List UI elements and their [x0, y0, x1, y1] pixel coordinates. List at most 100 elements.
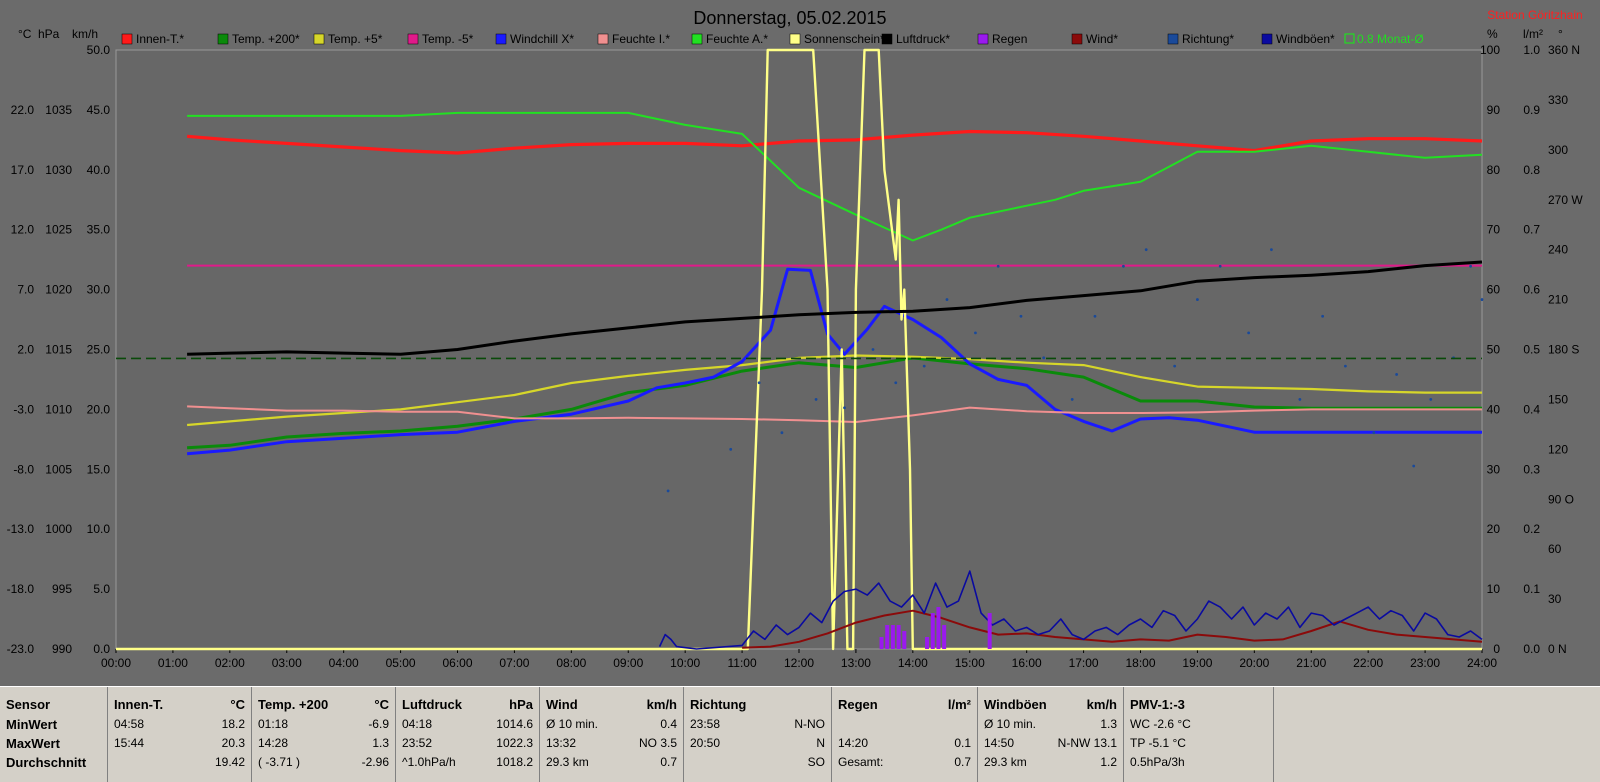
axis-tick-label: 210	[1548, 293, 1568, 307]
legend-item: Temp. -5*	[407, 32, 474, 46]
axis-tick-label: 100	[1480, 43, 1500, 57]
rain-bar	[942, 625, 947, 649]
x-tick-label: 24:00	[1467, 656, 1497, 670]
stats-header-label: Windböen	[984, 697, 1047, 712]
stats-column: Temp. +200 °C 01:18 -6.9 14:28 1.3 ( -3.71 ) -2…	[252, 687, 396, 782]
stats-row: 04:18 1014.6	[402, 717, 533, 736]
direction-point	[1247, 331, 1251, 335]
stats-row: 14:28 1.3	[258, 736, 389, 755]
series-layer	[116, 48, 1484, 651]
stats-cell: N-NO	[794, 717, 825, 731]
legend-item: Richtung*	[1167, 32, 1234, 46]
stats-cell: 04:18	[402, 717, 433, 731]
x-tick-label: 18:00	[1125, 656, 1155, 670]
statistics-panel: Sensor MinWert MaxWert Durchschnitt Innen-T.…	[0, 686, 1600, 782]
hpa-axis: 1035 1030 1025 1020 1015 1010 1005 1000 995 990	[45, 103, 72, 656]
stats-row: 29.3 km 0.7	[546, 755, 677, 774]
axis-tick-label: -23.0	[7, 642, 35, 656]
stats-row: 0.5hPa/3h	[1130, 755, 1267, 774]
stats-cell: 23:52	[402, 736, 433, 750]
stats-header: Wind km/h	[546, 697, 677, 717]
axis-tick-label: 1.0	[1523, 43, 1540, 57]
stats-cell: 0.7	[954, 755, 971, 769]
axis-unit: km/h	[72, 27, 98, 41]
axis-tick-label: 360 N	[1548, 43, 1580, 57]
x-axis: 00:00 01:00 02:00 03:00 04:00 05:00 06:00 07:00…	[101, 649, 1497, 670]
stats-cell: MinWert	[6, 717, 58, 732]
direction-point	[945, 298, 949, 301]
stats-cell: MaxWert	[6, 736, 60, 751]
axis-tick-label: 180 S	[1548, 343, 1579, 357]
rain-bar	[890, 625, 895, 649]
axis-tick-label: 35.0	[87, 223, 111, 237]
direction-point	[1196, 298, 1199, 301]
stats-cell: 29.3 km	[546, 755, 589, 769]
stats-row: Ø 10 min. 1.3	[984, 717, 1117, 736]
x-tick-label: 08:00	[556, 656, 586, 670]
rain-axis: 1.0 0.9 0.8 0.7 0.6 0.5 0.4 0.3 0.2 0.1 0.0	[1523, 43, 1540, 656]
axis-tick-label: 0.1	[1523, 582, 1540, 596]
celsius-axis: 22.0 17.0 12.0 7.0 2.0 -3.0 -8.0 -13.0 -18.0 -23.…	[7, 103, 35, 656]
series-windchill-x	[186, 267, 1482, 456]
rain-bar	[879, 637, 884, 649]
legend-swatch	[597, 33, 609, 45]
axis-tick-label: -13.0	[7, 522, 35, 536]
stats-cell: 14:20	[838, 736, 869, 750]
direction-point	[1122, 264, 1125, 268]
stats-row: 19.42	[114, 755, 245, 774]
stats-column: Richtung 23:58 N-NO 20:50 N SO	[684, 687, 832, 782]
stats-cell: Ø 10 min.	[546, 717, 599, 731]
stats-row: 29.3 km 1.2	[984, 755, 1117, 774]
axis-tick-label: 5.0	[93, 582, 110, 596]
stats-row: ^1.0hPa/h 1018.2	[402, 755, 533, 774]
x-tick-label: 11:00	[728, 656, 757, 670]
legend-item: Temp. +200*	[217, 32, 300, 46]
axis-tick-label: 2.0	[17, 343, 34, 357]
stats-row: 23:58 N-NO	[690, 717, 825, 736]
legend-item: Temp. +5*	[313, 32, 383, 46]
direction-point	[1298, 398, 1302, 401]
legend-item: Wind*	[1071, 32, 1118, 46]
x-tick-label: 01:00	[158, 656, 188, 670]
legend-item: Feuchte I.*	[597, 32, 670, 46]
legend-swatch	[313, 33, 325, 45]
direction-point	[1395, 373, 1399, 376]
stats-row: 04:58 18.2	[114, 717, 245, 736]
rain-bar	[885, 625, 890, 649]
stats-column: Wind km/h Ø 10 min. 0.4 13:32 NO 3.5 29.3 km 0.…	[540, 687, 684, 782]
x-tick-label: 20:00	[1239, 656, 1269, 670]
stats-row: ( -3.71 ) -2.96	[258, 755, 389, 774]
direction-point	[1412, 464, 1416, 468]
axis-unit: hPa	[38, 27, 60, 41]
stats-header-label: Innen-T.	[114, 697, 164, 712]
x-tick-label: 22:00	[1353, 656, 1383, 670]
direction-point	[1218, 264, 1222, 268]
axis-tick-label: 990	[52, 642, 72, 656]
x-tick-label: 15:00	[955, 656, 985, 670]
axis-tick-label: 20	[1487, 522, 1501, 536]
axis-unit: l/m²	[1523, 27, 1543, 41]
axis-tick-label: -18.0	[7, 582, 35, 596]
axis-tick-label: 17.0	[11, 163, 35, 177]
legend-swatch	[1344, 33, 1355, 44]
stats-row: Gesamt: 0.7	[838, 755, 971, 774]
stats-row: 15:44 20.3	[114, 736, 245, 755]
direction-point	[871, 348, 875, 351]
stats-cell: WC -2.6 °C	[1130, 717, 1191, 731]
axis-tick-label: 40	[1487, 402, 1501, 416]
x-tick-label: 03:00	[272, 656, 302, 670]
direction-point	[1144, 248, 1148, 252]
axis-tick-label: 0.5	[1523, 343, 1540, 357]
legend-swatch	[789, 33, 801, 45]
stats-header-unit: km/h	[1086, 697, 1117, 712]
stats-cell: Gesamt:	[838, 755, 884, 769]
stats-cell: -2.96	[361, 755, 389, 769]
legend-swatch	[977, 33, 989, 45]
stats-row: 23:52 1022.3	[402, 736, 533, 755]
legend-item: 0.8 Monat-Ø	[1344, 32, 1424, 46]
axis-tick-label: 0.0	[93, 642, 110, 656]
axis-tick-label: 1015	[45, 343, 72, 357]
legend-swatch	[121, 33, 133, 45]
x-tick-label: 06:00	[442, 656, 472, 670]
axis-tick-label: 150	[1548, 392, 1568, 406]
